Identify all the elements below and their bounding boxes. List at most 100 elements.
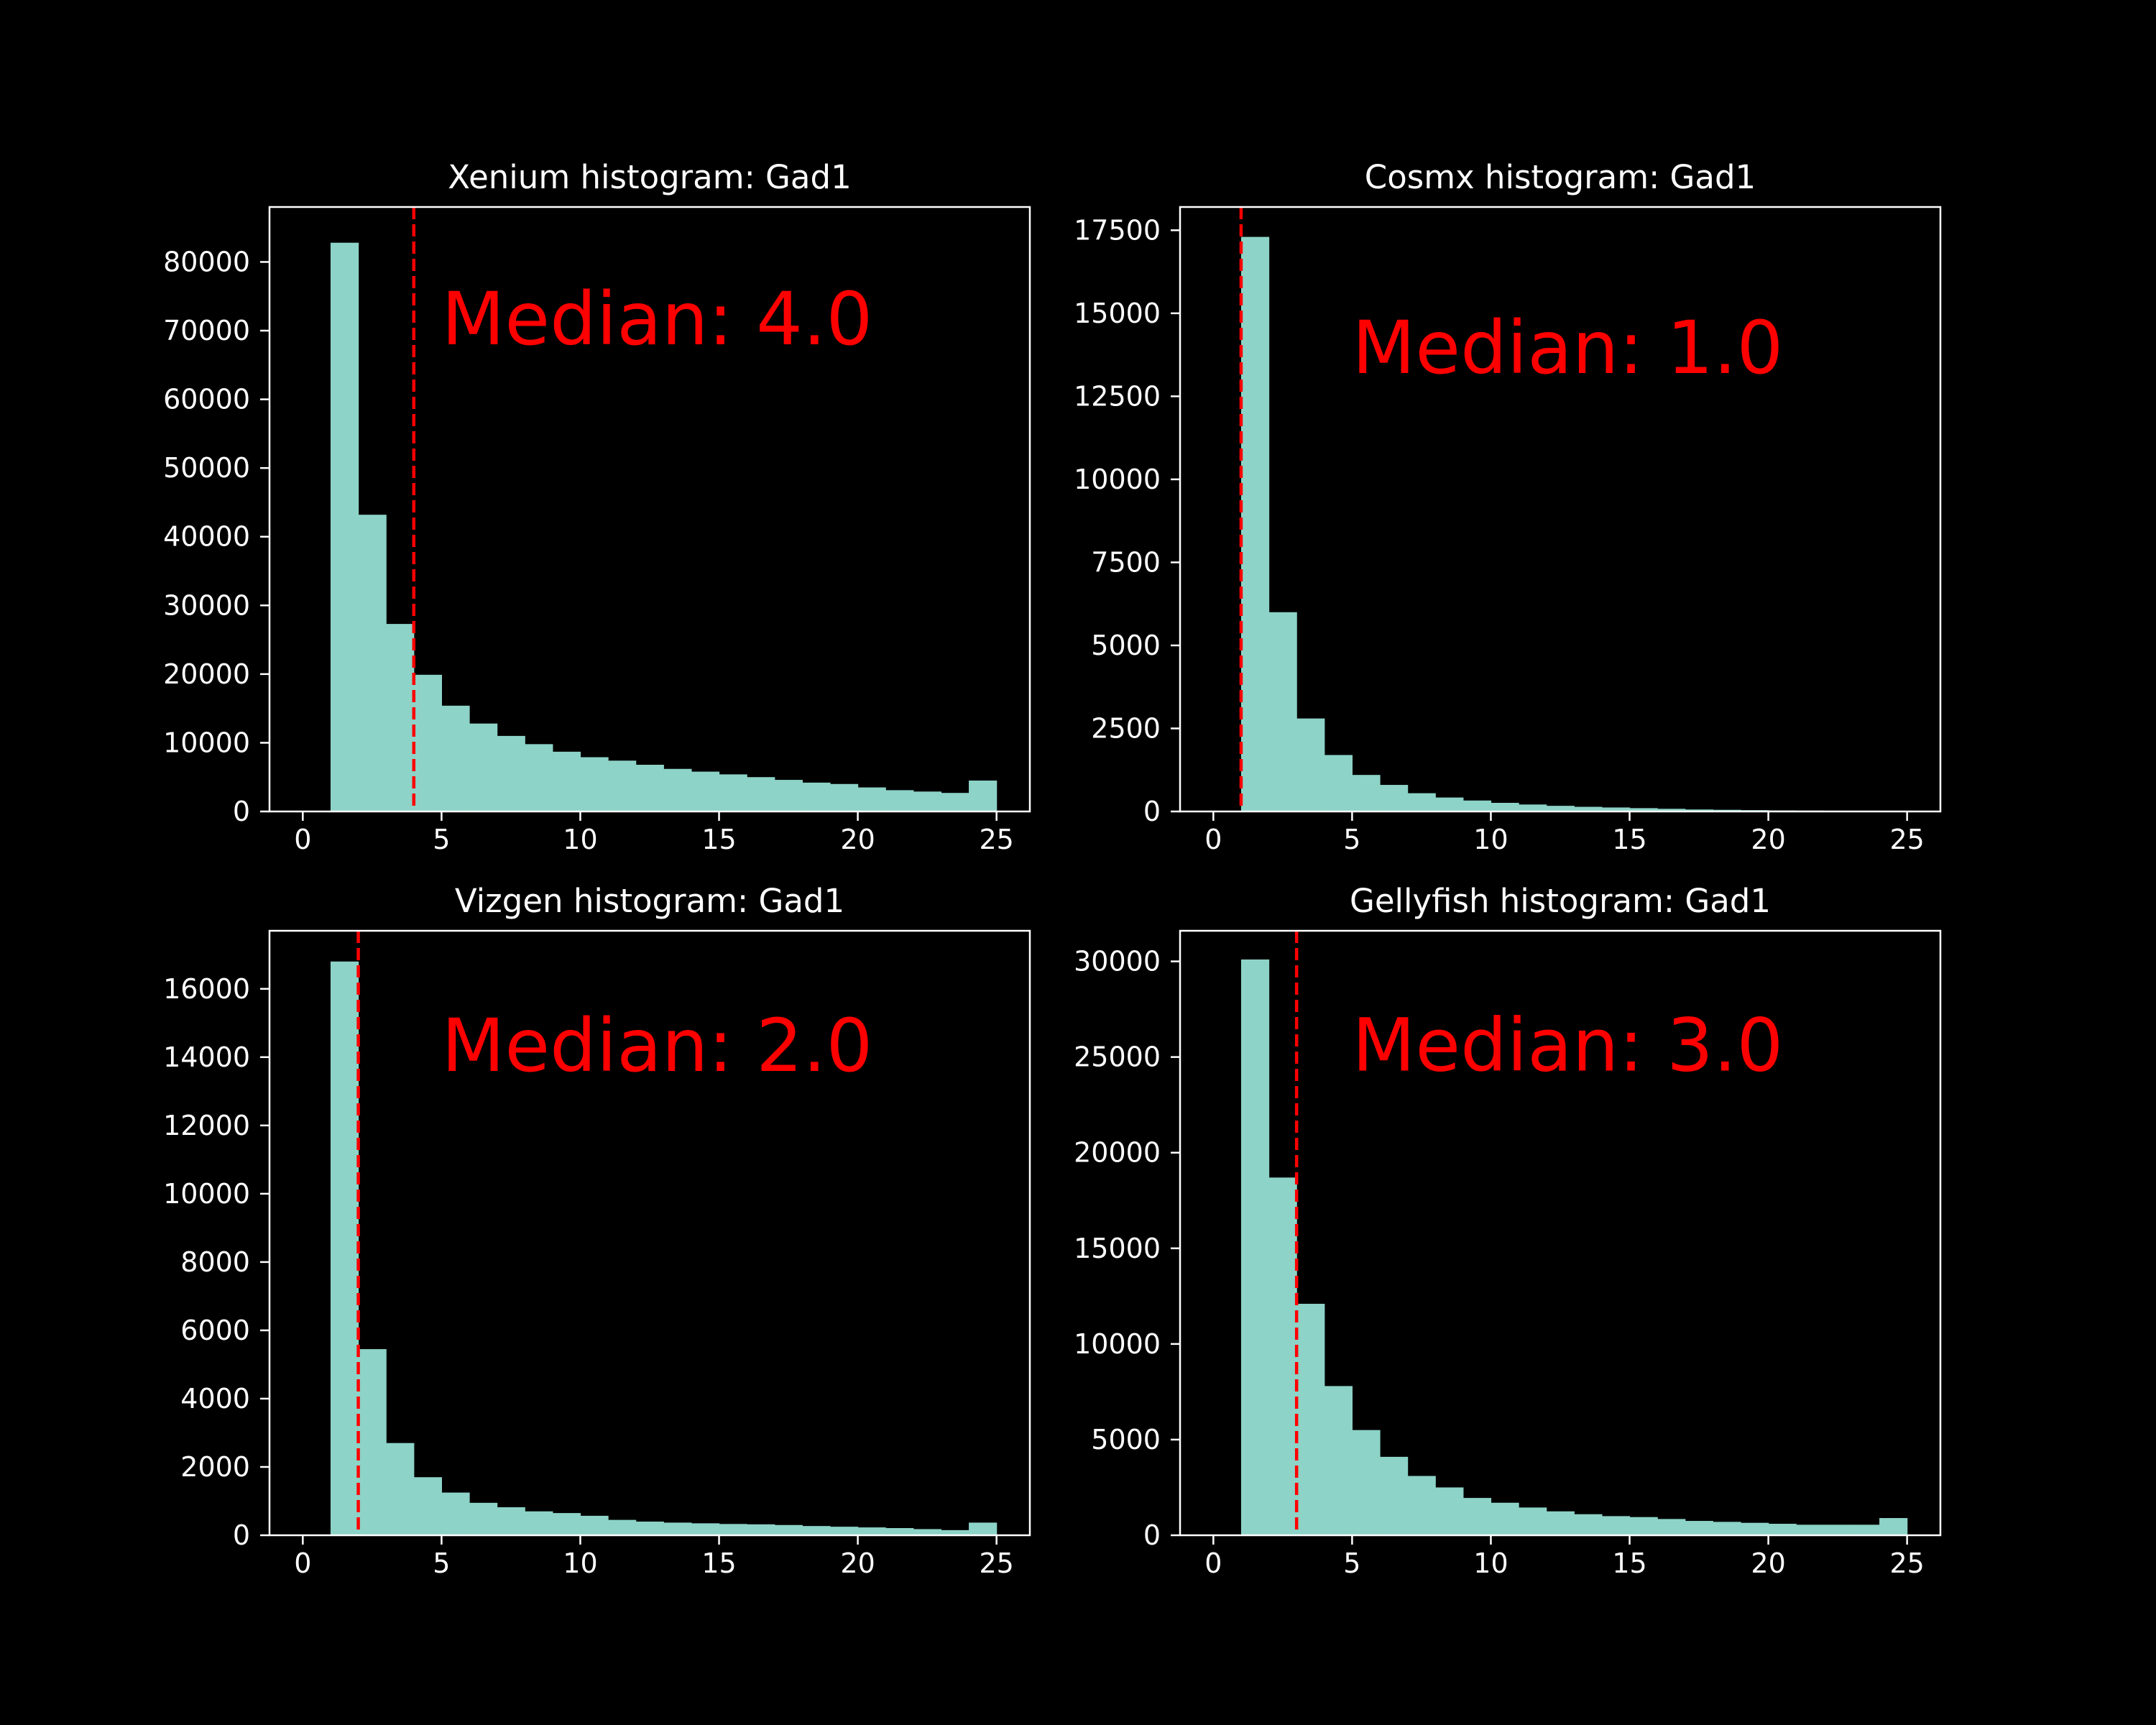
axes-frame (268, 929, 1031, 1537)
subplot-gellyfish: 0 5 10 15 20 25 0 5000 10000 15000 20000 25000 30000… (1074, 882, 1942, 1579)
median-annotation: Median: 4.0 (441, 277, 872, 362)
histogram-bar (1546, 806, 1575, 811)
histogram-bar (719, 774, 747, 811)
x-tick-label: 10 (1473, 824, 1508, 855)
x-tick-label: 25 (979, 824, 1013, 855)
histogram-bar (969, 780, 998, 811)
histogram-bar (1519, 1507, 1547, 1535)
histogram-bar (386, 624, 415, 811)
y-tick-label: 30000 (163, 589, 250, 621)
histogram-bar (829, 783, 859, 811)
x-tick-label: 15 (701, 824, 736, 855)
histogram-bar (1685, 1521, 1713, 1535)
y-tick-label: 15000 (1074, 1233, 1161, 1264)
median-annotation: Median: 3.0 (1352, 1003, 1783, 1088)
x-tick-label: 15 (701, 1547, 736, 1579)
histogram-bar (580, 1515, 609, 1535)
x-tick-label: 5 (433, 1547, 450, 1579)
histogram-bar (1352, 1430, 1381, 1535)
histogram-bar (747, 777, 775, 811)
x-tick-label: 5 (433, 824, 450, 855)
y-tick-label: 15000 (1074, 298, 1161, 329)
y-tick-label: 2000 (180, 1451, 250, 1483)
histogram-bar (691, 1523, 720, 1535)
histogram-bars (1240, 236, 1908, 812)
y-tick-label: 0 (233, 1519, 250, 1551)
histogram-bar (358, 1349, 387, 1535)
x-tick-label: 25 (979, 1547, 1013, 1579)
x-tick-label: 20 (840, 1547, 875, 1579)
subplot-vizgen: 0 5 10 15 20 25 0 2000 4000 6000 8000 10000 12000 140… (163, 882, 1031, 1579)
histogram-bar (1462, 1498, 1492, 1535)
histogram-bar (747, 1524, 775, 1535)
histogram-bar (525, 1511, 553, 1535)
histogram-bar (885, 790, 914, 811)
histogram-bar (1324, 755, 1353, 811)
histogram-bar (1629, 808, 1658, 811)
histogram-bar (413, 1477, 442, 1535)
y-tick-label: 12500 (1074, 380, 1161, 412)
histogram-bar (1435, 797, 1464, 811)
axes-frame (268, 206, 1031, 813)
y-tick-label: 14000 (163, 1041, 250, 1073)
subplot-cosmx: 0 5 10 15 20 25 0 2500 5000 7500 10000 12500 15000 17… (1074, 158, 1942, 855)
x-tick-label: 5 (1343, 824, 1360, 855)
subplot-title: Gellyfish histogram: Gad1 (1350, 882, 1771, 920)
histogram-bar (525, 744, 553, 811)
histogram-bar (1240, 959, 1270, 1535)
histogram-bar (1546, 1511, 1575, 1535)
y-tick-label: 30000 (1074, 946, 1161, 978)
axes-frame (1179, 206, 1942, 813)
x-tick-label: 20 (1751, 824, 1785, 855)
histogram-bar (497, 1507, 525, 1535)
y-tick-label: 10000 (163, 1178, 250, 1210)
y-tick-label: 50000 (163, 452, 250, 484)
x-tick-label: 0 (1204, 1547, 1222, 1579)
y-tick-label: 60000 (163, 384, 250, 415)
histogram-bar (608, 760, 637, 811)
x-tick-label: 0 (1204, 824, 1222, 855)
histogram-bar (469, 1502, 498, 1535)
x-tick-label: 5 (1343, 1547, 1360, 1579)
histogram-bar (552, 1513, 581, 1535)
x-tick-label: 10 (563, 1547, 597, 1579)
y-tick-label: 0 (233, 796, 250, 827)
y-tick-label: 0 (1143, 1519, 1161, 1551)
histogram-bar (969, 1522, 998, 1535)
histogram-bar (358, 515, 387, 811)
median-annotation: Median: 1.0 (1352, 305, 1783, 391)
histogram-bar (441, 1492, 470, 1535)
histogram-bar (330, 961, 359, 1535)
histogram-bar (497, 735, 525, 812)
y-tick-label: 10000 (163, 727, 250, 758)
y-tick-label: 20000 (163, 658, 250, 690)
y-tick-label: 25000 (1074, 1041, 1161, 1073)
histogram-bar (1407, 793, 1436, 811)
histogram-bar (913, 1529, 942, 1535)
histogram-bar (1296, 1303, 1325, 1535)
histogram-bar (1768, 1524, 1797, 1535)
histogram-bar (1380, 785, 1409, 811)
histogram-bar (1491, 1502, 1519, 1535)
histogram-bar (1713, 1522, 1741, 1535)
histogram-bar (829, 1527, 859, 1535)
histogram-bar (1324, 1386, 1353, 1535)
histogram-bar (941, 1530, 969, 1535)
histogram-bar (1491, 802, 1519, 811)
histogram-bar (1851, 1524, 1880, 1535)
histogram-bar (1823, 1524, 1853, 1535)
y-tick-label: 20000 (1074, 1137, 1161, 1169)
histogram-bar (663, 768, 692, 811)
x-tick-label: 10 (563, 824, 597, 855)
histogram-bar (1462, 800, 1492, 811)
histogram-bar (552, 751, 581, 811)
subplot-xenium: 0 5 10 15 20 25 0 10000 20000 30000 40000 50000 6000… (163, 158, 1031, 855)
x-tick-label: 20 (1751, 1547, 1785, 1579)
x-tick-label: 20 (840, 824, 875, 855)
histogram-bar (1879, 1518, 1908, 1535)
histogram-bar (608, 1519, 637, 1535)
histogram-bars (1240, 959, 1908, 1535)
y-tick-label: 40000 (163, 521, 250, 553)
